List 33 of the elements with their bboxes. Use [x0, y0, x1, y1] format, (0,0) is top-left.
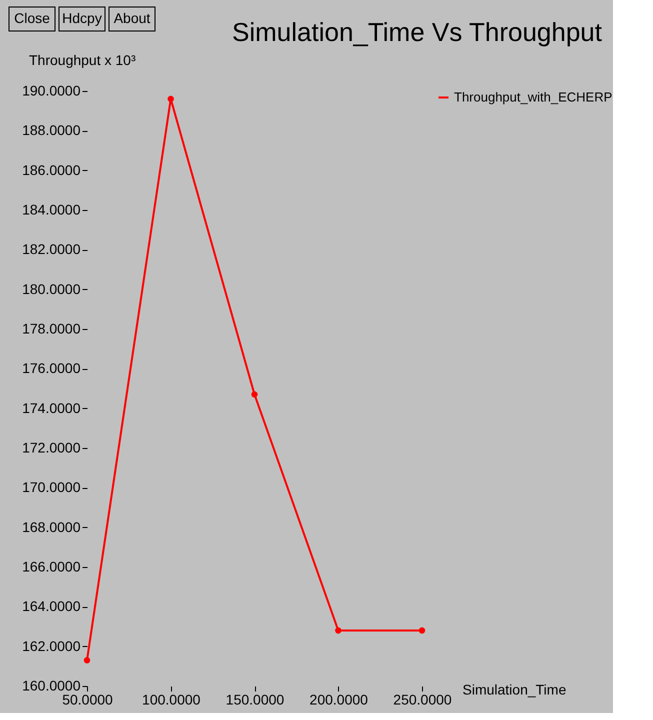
x-tick-label: 150.0000 [226, 692, 284, 708]
y-tick-label: 164.0000 [22, 598, 81, 614]
y-tick-label: 168.0000 [22, 518, 81, 535]
y-tick-label: 174.0000 [22, 400, 81, 416]
x-tick-label: 100.0000 [142, 692, 201, 708]
y-tick-label: 178.0000 [22, 320, 81, 336]
y-tick-label: 170.0000 [22, 479, 81, 496]
y-tick-label: 172.0000 [22, 440, 81, 456]
y-tick-label: 180.0000 [22, 280, 81, 297]
y-tick-label: 190.0000 [22, 82, 81, 98]
point [335, 627, 342, 634]
chart-title: Simulation_Time Vs Throughput [232, 17, 603, 47]
text: Hdcpy [62, 10, 102, 26]
point [168, 96, 174, 102]
x-axis-title: Simulation_Time [462, 682, 566, 698]
y-tick-label: 186.0000 [22, 162, 81, 178]
legend-label: Throughput_with_ECHERP [454, 90, 612, 104]
y-tick-label: 162.0000 [22, 638, 81, 654]
text: About [114, 10, 150, 26]
text: Close [14, 10, 50, 26]
x-tick-label: 250.0000 [393, 692, 452, 708]
y-tick-label: 182.0000 [22, 241, 81, 258]
y-tick-label: 188.0000 [22, 122, 81, 138]
y-tick-label: 184.0000 [22, 202, 81, 218]
y-tick-label: 160.0000 [22, 678, 81, 694]
point [251, 391, 258, 398]
point [418, 627, 426, 634]
x-tick-label: 200.0000 [310, 692, 368, 708]
y-tick-label: 176.0000 [22, 360, 81, 376]
y-tick-label: 166.0000 [22, 558, 81, 574]
x-tick-label: 50.0000 [62, 692, 114, 708]
y-axis-title: Throughput x 10³ [29, 52, 136, 68]
point [84, 657, 90, 664]
